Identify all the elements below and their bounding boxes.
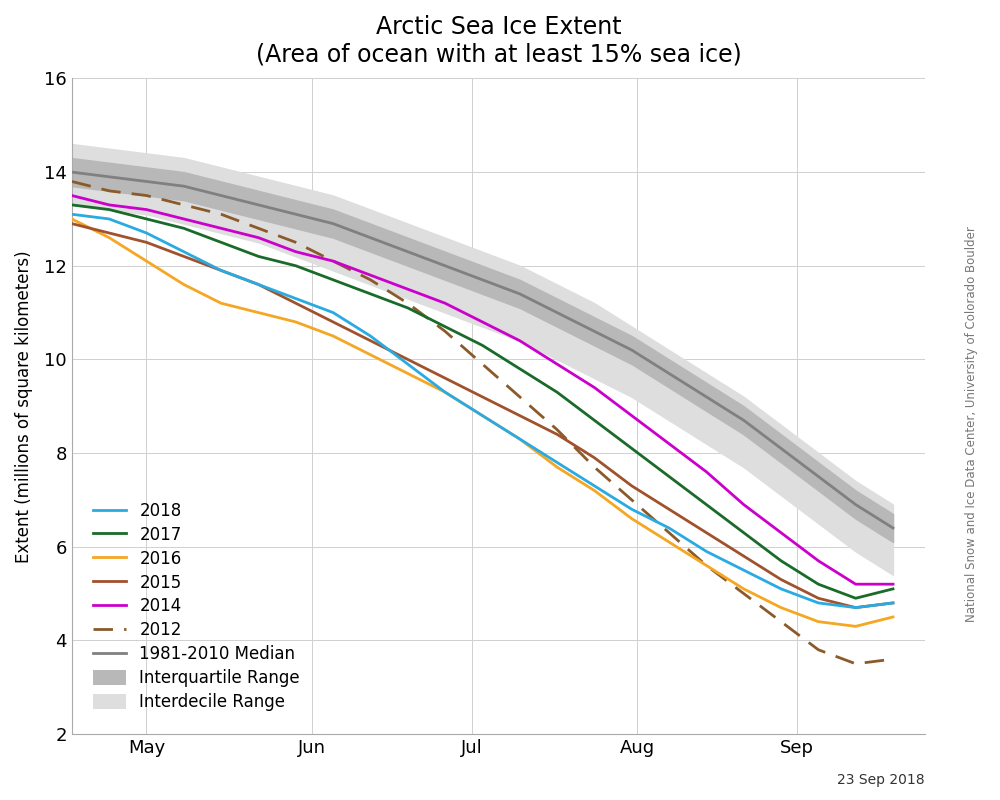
Title: Arctic Sea Ice Extent
(Area of ocean with at least 15% sea ice): Arctic Sea Ice Extent (Area of ocean wit… [256, 15, 741, 67]
Text: National Snow and Ice Data Center, University of Colorado Boulder: National Snow and Ice Data Center, Unive… [965, 226, 978, 622]
Legend: 2018, 2017, 2016, 2015, 2014, 2012, 1981-2010 Median, Interquartile Range, Inter: 2018, 2017, 2016, 2015, 2014, 2012, 1981… [84, 494, 308, 719]
Text: 23 Sep 2018: 23 Sep 2018 [837, 774, 925, 787]
Y-axis label: Extent (millions of square kilometers): Extent (millions of square kilometers) [15, 250, 33, 562]
